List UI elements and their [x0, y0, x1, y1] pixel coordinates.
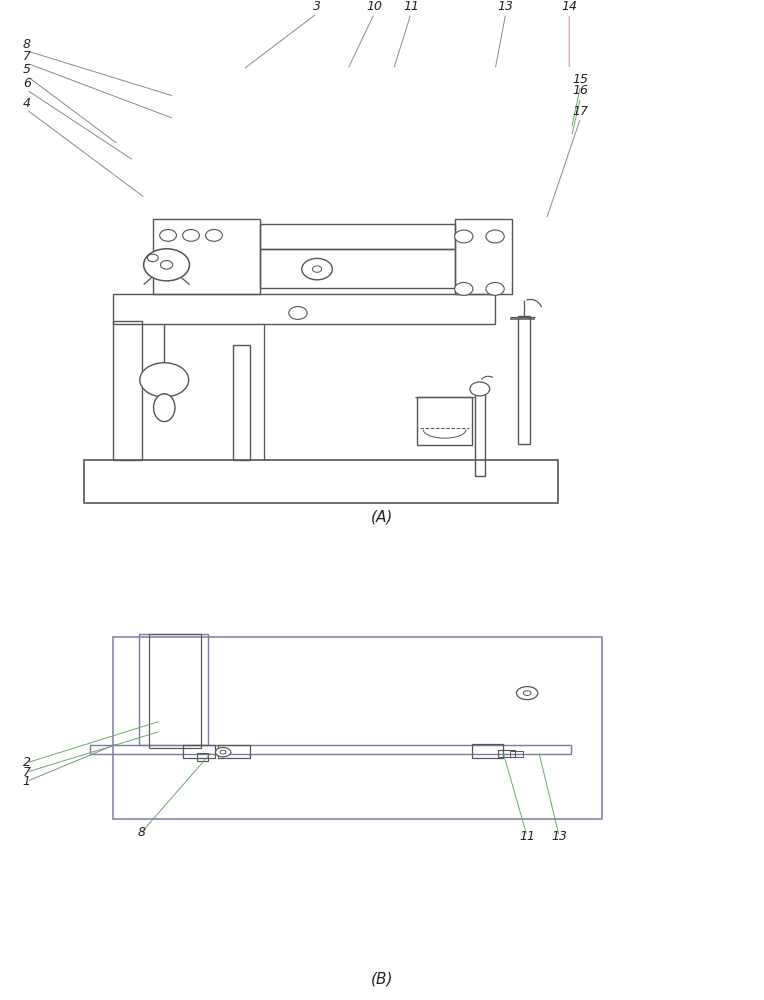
Bar — [260, 249, 455, 288]
Text: 8: 8 — [138, 826, 145, 839]
Text: 11: 11 — [403, 0, 419, 13]
Text: 15: 15 — [573, 73, 588, 86]
Bar — [417, 397, 472, 445]
Text: 13: 13 — [498, 0, 513, 13]
Circle shape — [523, 691, 531, 695]
Text: 4: 4 — [23, 97, 31, 110]
Circle shape — [289, 307, 307, 319]
Circle shape — [302, 258, 332, 280]
Circle shape — [147, 254, 158, 262]
Circle shape — [183, 230, 199, 241]
Circle shape — [486, 230, 504, 243]
Bar — [113, 294, 495, 324]
Circle shape — [455, 230, 473, 243]
Bar — [475, 393, 485, 476]
Text: 17: 17 — [573, 105, 588, 118]
Bar — [472, 744, 503, 758]
Text: 14: 14 — [562, 0, 577, 13]
Bar — [84, 460, 558, 503]
Text: 1: 1 — [23, 775, 31, 788]
Bar — [260, 224, 455, 249]
Circle shape — [486, 282, 504, 295]
Text: 8: 8 — [23, 38, 31, 51]
Bar — [113, 637, 602, 819]
Circle shape — [312, 266, 322, 272]
Bar — [510, 751, 523, 757]
Circle shape — [144, 249, 189, 281]
Text: (A): (A) — [371, 509, 393, 524]
Bar — [149, 634, 201, 748]
Text: (B): (B) — [371, 972, 393, 987]
Bar — [518, 316, 530, 444]
Bar — [113, 321, 142, 460]
Circle shape — [220, 750, 226, 754]
Bar — [233, 345, 250, 460]
Text: 11: 11 — [520, 830, 535, 843]
Text: 10: 10 — [367, 0, 382, 13]
Text: 7: 7 — [23, 766, 31, 779]
Text: 2: 2 — [23, 756, 31, 769]
Bar — [183, 745, 215, 758]
Ellipse shape — [154, 394, 175, 422]
Text: 5: 5 — [23, 63, 31, 76]
Circle shape — [160, 230, 176, 241]
Bar — [197, 753, 208, 761]
Circle shape — [516, 687, 538, 700]
Circle shape — [140, 363, 189, 397]
Bar — [139, 634, 208, 745]
Circle shape — [215, 748, 231, 757]
Text: 16: 16 — [573, 84, 588, 97]
Bar — [153, 219, 260, 294]
Bar — [455, 219, 512, 294]
Text: 6: 6 — [23, 77, 31, 90]
Circle shape — [455, 282, 473, 295]
Circle shape — [160, 261, 173, 269]
Bar — [218, 745, 250, 758]
Bar — [90, 745, 571, 754]
Text: 13: 13 — [552, 830, 567, 843]
Circle shape — [206, 230, 222, 241]
Text: 3: 3 — [313, 0, 321, 13]
Text: 7: 7 — [23, 50, 31, 63]
Circle shape — [470, 382, 490, 396]
Bar — [498, 750, 515, 757]
